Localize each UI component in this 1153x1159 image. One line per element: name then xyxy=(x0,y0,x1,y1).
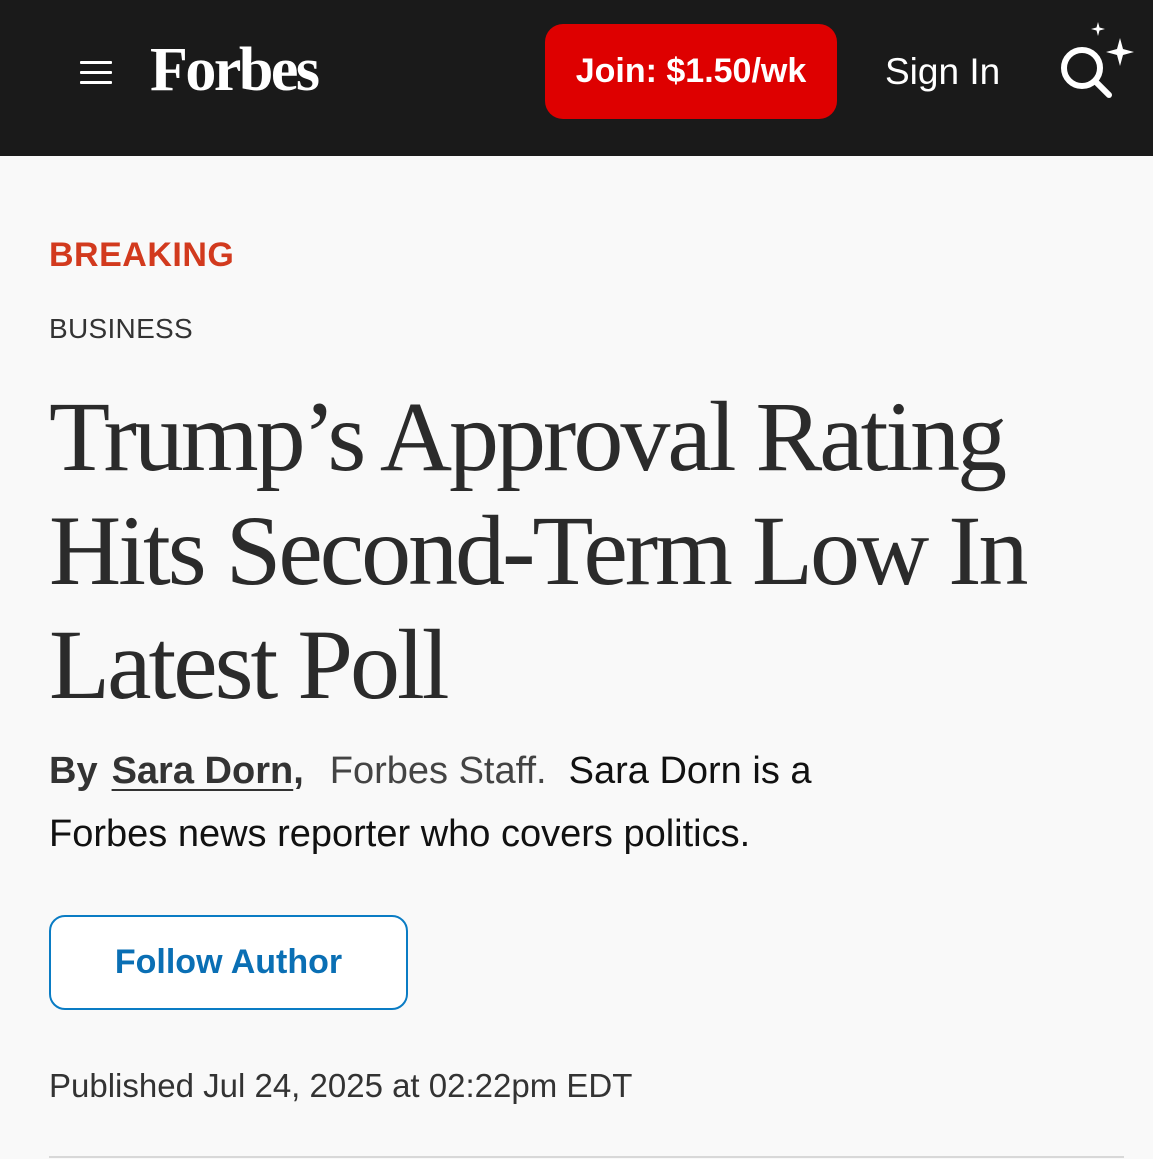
author-role: Forbes Staff. xyxy=(329,750,547,792)
byline-by: By xyxy=(49,750,98,792)
search-icon[interactable] xyxy=(1052,18,1136,102)
byline: By Sara Dorn, Forbes Staff. Sara Dorn is a … xyxy=(49,740,929,866)
hamburger-menu-icon[interactable] xyxy=(78,58,114,88)
top-nav-bar: Forbes Join: $1.50/wk Sign In xyxy=(0,0,1153,156)
breaking-label: BREAKING xyxy=(49,236,235,274)
search-sparkle-icon xyxy=(1061,22,1134,98)
follow-author-button[interactable]: Follow Author xyxy=(49,915,408,1010)
divider xyxy=(49,1156,1124,1158)
published-date: Published Jul 24, 2025 at 02:22pm EDT xyxy=(49,1067,633,1104)
article-headline: Trump’s Approval Rating Hits Second-Term… xyxy=(49,381,1029,720)
join-subscribe-button[interactable]: Join: $1.50/wk xyxy=(545,24,837,119)
byline-comma: , xyxy=(293,750,304,792)
forbes-logo[interactable]: Forbes xyxy=(150,36,320,104)
sign-in-link[interactable]: Sign In xyxy=(885,51,1001,92)
author-link[interactable]: Sara Dorn xyxy=(111,750,294,792)
author-bio: Sara Dorn is a Forbes news reporter who … xyxy=(49,750,812,855)
category-link[interactable]: BUSINESS xyxy=(49,313,193,344)
